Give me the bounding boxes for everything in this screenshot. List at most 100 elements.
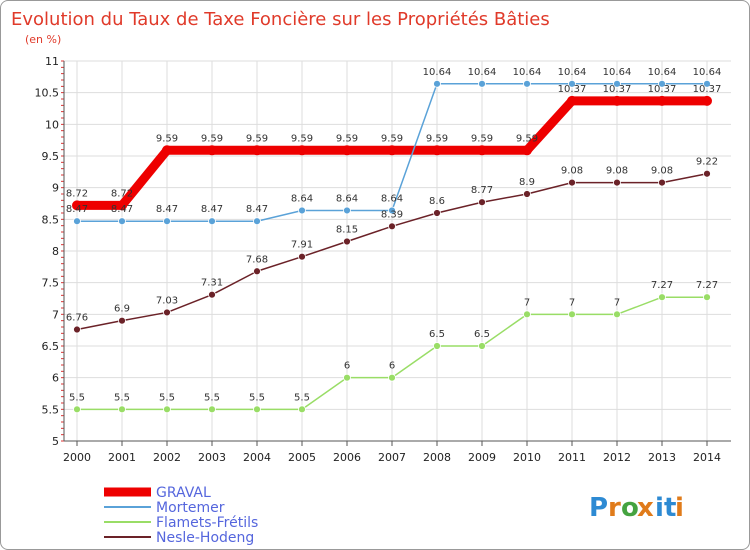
data-label-graval: 9.59 — [381, 133, 403, 144]
data-point-flamets-fr-tils — [388, 373, 396, 382]
logo-letter: i — [675, 493, 684, 523]
y-tick-label: 5 — [52, 435, 59, 448]
data-point-flamets-fr-tils — [343, 373, 351, 382]
data-label-nesle-hodeng: 6.9 — [114, 304, 130, 315]
data-label-flamets-fr-tils: 5.5 — [249, 392, 265, 403]
data-label-graval: 8.72 — [111, 188, 133, 199]
data-point-nesle-hodeng — [478, 198, 486, 207]
y-tick-label: 6.5 — [42, 340, 60, 353]
data-point-nesle-hodeng — [208, 290, 216, 299]
data-label-graval: 9.59 — [426, 133, 448, 144]
y-tick-label: 5.5 — [42, 403, 60, 416]
data-point-nesle-hodeng — [658, 178, 666, 187]
data-label-mortemer: 8.47 — [201, 204, 223, 215]
data-label-mortemer: 10.64 — [468, 67, 497, 78]
data-label-nesle-hodeng: 7.91 — [291, 240, 313, 251]
data-point-mortemer — [343, 206, 351, 215]
data-label-mortemer: 8.47 — [66, 204, 88, 215]
data-label-graval: 9.59 — [516, 133, 538, 144]
x-tick-label: 2000 — [63, 451, 91, 464]
y-tick-label: 10.5 — [35, 87, 60, 100]
data-point-flamets-fr-tils — [118, 405, 126, 414]
data-point-mortemer — [523, 79, 531, 88]
data-point-graval — [252, 145, 262, 156]
data-label-nesle-hodeng: 8.15 — [336, 225, 358, 236]
data-label-nesle-hodeng: 8.9 — [519, 177, 535, 188]
data-label-nesle-hodeng: 9.08 — [561, 166, 583, 177]
data-point-nesle-hodeng — [613, 178, 621, 187]
data-point-graval — [207, 145, 217, 156]
data-point-mortemer — [73, 217, 81, 226]
data-point-nesle-hodeng — [523, 190, 531, 198]
data-point-nesle-hodeng — [568, 178, 576, 187]
data-label-mortemer: 10.64 — [423, 67, 452, 78]
data-point-mortemer — [298, 206, 306, 215]
data-label-mortemer: 10.64 — [693, 67, 722, 78]
data-label-flamets-fr-tils: 5.5 — [204, 392, 220, 403]
data-label-flamets-fr-tils: 7.27 — [651, 280, 673, 291]
data-point-flamets-fr-tils — [613, 310, 621, 319]
data-point-graval — [72, 200, 82, 211]
data-label-graval: 9.59 — [246, 133, 268, 144]
data-point-nesle-hodeng — [163, 308, 171, 317]
data-label-mortemer: 8.64 — [291, 193, 313, 204]
data-label-flamets-fr-tils: 7 — [569, 297, 575, 308]
data-point-graval — [567, 95, 577, 106]
data-point-nesle-hodeng — [433, 209, 441, 217]
y-tick-label: 6 — [52, 372, 59, 385]
data-point-graval — [657, 95, 667, 106]
data-label-mortemer: 8.64 — [381, 193, 403, 204]
data-point-nesle-hodeng — [703, 169, 711, 178]
data-point-mortemer — [163, 217, 171, 226]
data-label-graval: 9.59 — [201, 133, 223, 144]
y-tick-label: 10 — [45, 118, 59, 131]
data-point-flamets-fr-tils — [568, 310, 576, 319]
data-label-flamets-fr-tils: 5.5 — [294, 392, 310, 403]
y-tick-label: 9 — [52, 182, 59, 195]
data-label-graval: 9.59 — [336, 133, 358, 144]
data-label-mortemer: 8.47 — [111, 204, 133, 215]
x-tick-label: 2010 — [513, 451, 541, 464]
x-tick-label: 2003 — [198, 451, 226, 464]
x-tick-label: 2008 — [423, 451, 451, 464]
data-point-mortemer — [433, 79, 441, 88]
data-point-flamets-fr-tils — [298, 405, 306, 414]
y-tick-label: 7 — [52, 308, 59, 321]
data-label-graval: 10.37 — [648, 84, 677, 95]
x-tick-label: 2006 — [333, 451, 361, 464]
data-point-graval — [387, 145, 397, 156]
data-label-mortemer: 10.64 — [648, 67, 677, 78]
data-point-nesle-hodeng — [253, 267, 261, 276]
data-label-mortemer: 8.47 — [156, 204, 178, 215]
data-label-flamets-fr-tils: 6.5 — [474, 329, 490, 340]
data-label-graval: 10.37 — [558, 84, 587, 95]
data-point-graval — [162, 145, 172, 156]
data-label-mortemer: 8.64 — [336, 193, 358, 204]
data-label-nesle-hodeng: 8.77 — [471, 185, 493, 196]
data-point-nesle-hodeng — [343, 237, 351, 246]
y-tick-label: 8 — [52, 245, 59, 258]
data-label-flamets-fr-tils: 7 — [614, 297, 620, 308]
data-label-nesle-hodeng: 9.08 — [651, 166, 673, 177]
data-label-graval: 9.59 — [471, 133, 493, 144]
data-point-flamets-fr-tils — [658, 293, 666, 302]
data-point-flamets-fr-tils — [73, 405, 81, 414]
legend-label-graval: GRAVAL — [156, 485, 211, 501]
data-point-graval — [297, 145, 307, 156]
data-point-mortemer — [253, 217, 261, 226]
data-point-mortemer — [208, 217, 216, 226]
data-label-flamets-fr-tils: 5.5 — [114, 392, 130, 403]
y-tick-label: 8.5 — [42, 213, 60, 226]
data-point-nesle-hodeng — [118, 316, 126, 325]
plot-area: 5 5.5 6 6.5 7 7.5 8 8.5 9 9.5 10 10.5 11 2000 2001 2002… — [35, 55, 731, 464]
data-label-mortemer: 10.64 — [558, 67, 587, 78]
data-point-mortemer — [118, 217, 126, 226]
data-point-flamets-fr-tils — [433, 342, 441, 350]
data-point-mortemer — [658, 79, 666, 88]
data-label-flamets-fr-tils: 5.5 — [69, 392, 85, 403]
x-tick-label: 2004 — [243, 451, 271, 464]
logo-letter: i — [655, 493, 664, 523]
